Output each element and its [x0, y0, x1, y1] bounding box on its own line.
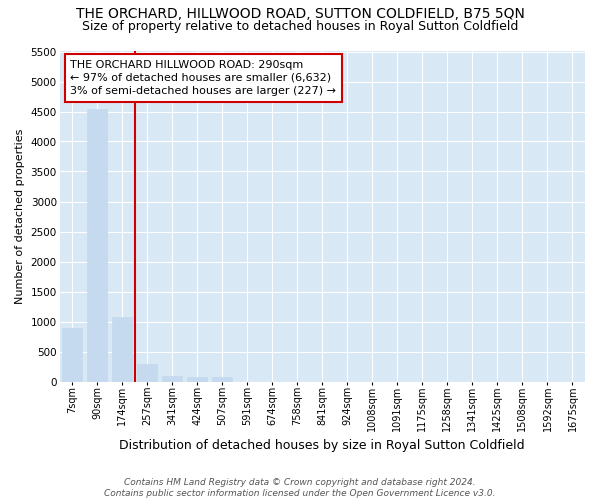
Text: Size of property relative to detached houses in Royal Sutton Coldfield: Size of property relative to detached ho…: [82, 20, 518, 33]
Bar: [112, 317, 132, 382]
Bar: [87, 108, 107, 382]
Text: THE ORCHARD, HILLWOOD ROAD, SUTTON COLDFIELD, B75 5QN: THE ORCHARD, HILLWOOD ROAD, SUTTON COLDF…: [76, 8, 524, 22]
Bar: [162, 376, 182, 382]
Bar: [212, 376, 232, 382]
Text: THE ORCHARD HILLWOOD ROAD: 290sqm
← 97% of detached houses are smaller (6,632)
3: THE ORCHARD HILLWOOD ROAD: 290sqm ← 97% …: [70, 60, 336, 96]
Text: Contains HM Land Registry data © Crown copyright and database right 2024.
Contai: Contains HM Land Registry data © Crown c…: [104, 478, 496, 498]
Bar: [137, 364, 157, 382]
Bar: [62, 328, 82, 382]
X-axis label: Distribution of detached houses by size in Royal Sutton Coldfield: Distribution of detached houses by size …: [119, 440, 525, 452]
Bar: [187, 376, 207, 382]
Y-axis label: Number of detached properties: Number of detached properties: [15, 129, 25, 304]
